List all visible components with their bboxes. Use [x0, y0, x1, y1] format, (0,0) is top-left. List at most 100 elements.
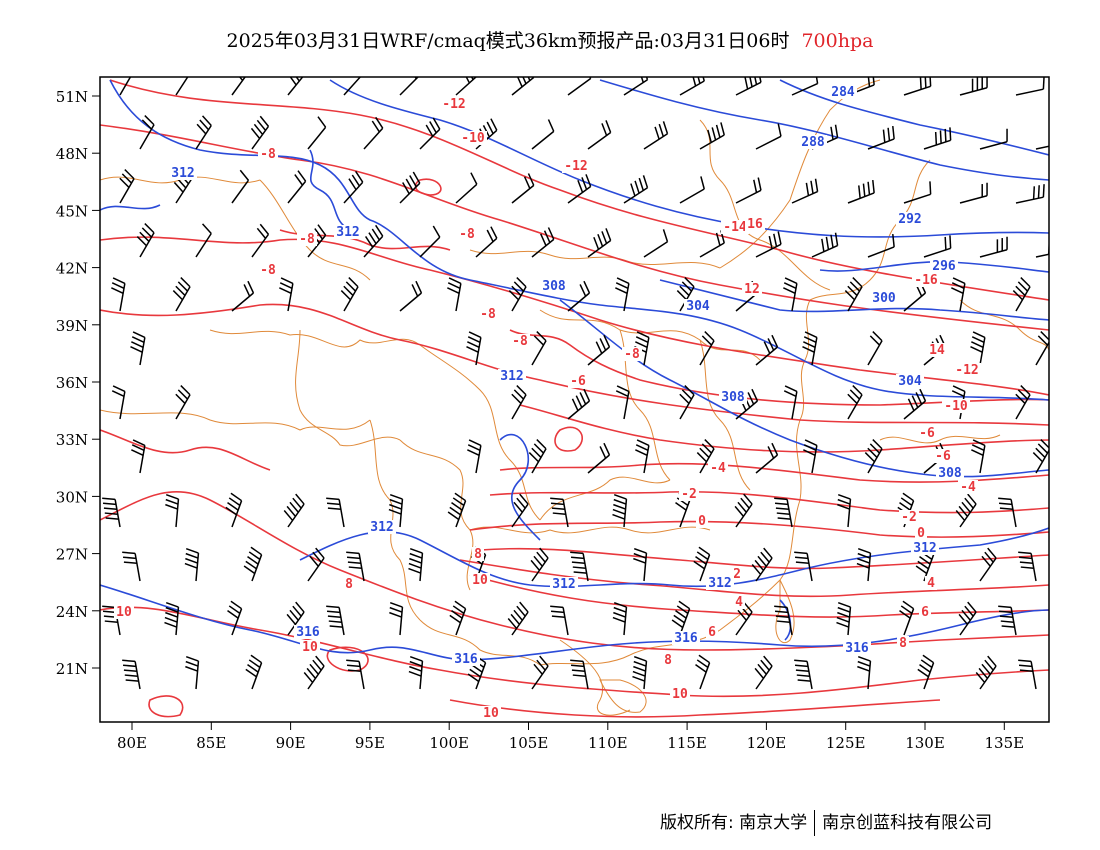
lat-label: 48N [56, 145, 88, 163]
height-label: 312 [336, 225, 359, 240]
temperature-label: -6 [919, 426, 935, 441]
temperature-label: 10 [672, 687, 688, 702]
pressure-level: 700hpa [801, 30, 874, 52]
temperature-label: -8 [512, 334, 528, 349]
temperature-label: -8 [480, 307, 496, 322]
height-label: 316 [454, 652, 478, 667]
temperature-label: 0 [698, 514, 706, 529]
height-label: 312 [913, 541, 936, 556]
temperature-label: -14 [723, 220, 747, 235]
title-text: 2025年03月31日WRF/cmaq模式36km预报产品:03月31日06时 [226, 30, 790, 52]
temperature-label: -6 [570, 374, 586, 389]
lat-label: 21N [56, 660, 88, 678]
height-label: 304 [686, 299, 710, 314]
page-title: 2025年03月31日WRF/cmaq模式36km预报产品:03月31日06时 7… [0, 26, 1100, 53]
height-label: 316 [296, 625, 320, 640]
lon-label: 95E [355, 734, 385, 752]
height-label: 316 [674, 631, 698, 646]
lon-label: 125E [826, 734, 866, 752]
height-label: 312 [708, 576, 731, 591]
temperature-label: 10 [483, 706, 499, 721]
temperature-label: 10 [302, 640, 318, 655]
lat-label: 36N [56, 374, 88, 392]
temperature-label: 4 [927, 576, 935, 591]
height-label: 284 [831, 85, 855, 100]
temperature-label: 8 [345, 577, 353, 592]
temperature-label: 16 [747, 217, 763, 232]
copyright-footer: 版权所有: 南京大学 南京创蓝科技有限公司 [660, 808, 992, 836]
temperature-label: 2 [733, 567, 741, 582]
latitude-axis: 51N 48N 45N 42N 39N 36N 33N 30N 27N 24N 21N [56, 88, 100, 678]
footer-separator [814, 810, 816, 836]
height-contours [100, 79, 1049, 661]
height-label: 312 [500, 369, 523, 384]
lat-label: 39N [56, 317, 88, 335]
lon-label: 80E [117, 734, 147, 752]
longitude-axis: 80E 85E 90E 95E 100E 105E 110E 115E 120E 125E 130E… [117, 722, 1024, 752]
temperature-label: 4 [735, 595, 743, 610]
temperature-label: -16 [914, 273, 938, 288]
lon-label: 115E [667, 734, 707, 752]
height-label: 292 [898, 212, 921, 227]
temperature-label: -8 [624, 347, 640, 362]
lon-label: 135E [985, 734, 1025, 752]
temperature-label: -8 [299, 232, 315, 247]
lon-label: 120E [747, 734, 787, 752]
temperature-contours [100, 79, 1049, 718]
lon-label: 130E [905, 734, 945, 752]
lat-label: 42N [56, 260, 88, 278]
wind-barbs [102, 77, 1049, 690]
lat-label: 51N [56, 88, 88, 106]
temperature-label: 8 [664, 653, 672, 668]
temperature-label: 10 [116, 605, 132, 620]
height-label: 312 [552, 577, 575, 592]
temperature-label: -2 [901, 510, 917, 525]
height-label: 312 [171, 166, 194, 181]
lon-label: 105E [509, 734, 549, 752]
temperature-label: -8 [459, 227, 475, 242]
temperature-label: -12 [442, 97, 465, 112]
height-label: 308 [938, 466, 962, 481]
height-label: 288 [801, 135, 825, 150]
lat-label: 33N [56, 431, 88, 449]
copyright-left: 版权所有: 南京大学 [660, 813, 808, 833]
lon-label: 100E [429, 734, 469, 752]
temperature-label: -12 [564, 159, 587, 174]
height-label: 308 [542, 279, 566, 294]
height-label: 296 [932, 259, 956, 274]
temperature-label: -4 [710, 461, 726, 476]
temperature-label: -8 [260, 263, 276, 278]
height-label: 308 [721, 390, 745, 405]
temperature-label: 6 [921, 605, 929, 620]
temperature-label: 0 [917, 526, 925, 541]
height-label: 312 [370, 520, 393, 535]
height-label: 304 [898, 374, 922, 389]
temperature-label: 8 [474, 547, 482, 562]
height-label: 300 [872, 291, 896, 306]
lat-label: 45N [56, 202, 88, 220]
temperature-label: -12 [955, 363, 978, 378]
height-label: 316 [845, 641, 869, 656]
lat-label: 24N [56, 603, 88, 621]
lon-label: 90E [276, 734, 306, 752]
lon-label: 110E [588, 734, 628, 752]
lat-label: 30N [56, 488, 88, 506]
copyright-right: 南京创蓝科技有限公司 [822, 813, 993, 833]
temperature-label: 14 [929, 343, 945, 358]
lat-label: 27N [56, 546, 88, 564]
temperature-label: -8 [260, 147, 276, 162]
temperature-label: 8 [899, 636, 907, 651]
temperature-label: 12 [744, 282, 760, 297]
border-lines [100, 79, 1049, 716]
temperature-labels: -12-12-10-8-8-8-8-8-8-8-16-14-12-10-6-6-… [114, 97, 981, 721]
temperature-label: -4 [960, 480, 976, 495]
temperature-label: 10 [472, 573, 488, 588]
temperature-label: 6 [708, 625, 716, 640]
temperature-label: -6 [935, 449, 951, 464]
lon-label: 85E [196, 734, 226, 752]
temperature-label: -10 [461, 131, 485, 146]
temperature-label: -2 [681, 487, 697, 502]
temperature-label: -10 [944, 399, 968, 414]
height-labels: 2842882922963003043043083083083123123123… [169, 85, 964, 667]
